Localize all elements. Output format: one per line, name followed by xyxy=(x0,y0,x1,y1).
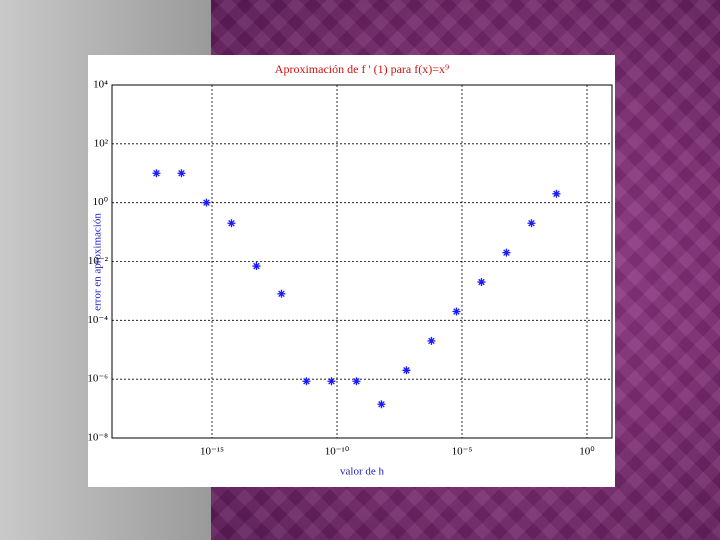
y-tick-label: 10⁻⁸ xyxy=(87,432,108,444)
data-point xyxy=(152,169,161,178)
data-point xyxy=(177,169,186,178)
data-point xyxy=(377,400,386,409)
data-point xyxy=(552,189,561,198)
data-point xyxy=(502,248,511,257)
y-tick-label: 10⁻² xyxy=(88,255,109,267)
y-tick-label: 10⁻⁴ xyxy=(87,314,108,326)
x-axis-label: valor de h xyxy=(340,466,384,478)
y-tick-label: 10² xyxy=(94,137,109,149)
chart-frame xyxy=(88,55,615,487)
data-point xyxy=(402,366,411,375)
data-point xyxy=(277,289,286,298)
x-tick-label: 10⁻¹⁵ xyxy=(200,446,224,458)
data-point xyxy=(427,336,436,345)
plot-area-border xyxy=(111,84,613,439)
data-point xyxy=(302,377,311,386)
x-tick-label: 10⁻¹⁰ xyxy=(325,446,350,458)
x-tick-label: 10⁰ xyxy=(579,446,595,458)
chart-title: Aproximación de f ' (1) para f(x)=x⁹ xyxy=(275,62,449,76)
data-point xyxy=(252,262,261,271)
data-point xyxy=(477,278,486,287)
data-point xyxy=(202,198,211,207)
data-point xyxy=(227,219,236,228)
y-tick-label: 10⁴ xyxy=(93,79,108,91)
y-axis-label: error en aproximación xyxy=(92,213,104,311)
data-point xyxy=(452,307,461,316)
data-point xyxy=(327,377,336,386)
data-point xyxy=(527,219,536,228)
y-tick-label: 10⁰ xyxy=(93,196,109,208)
data-point xyxy=(352,377,361,386)
x-tick-label: 10⁻⁵ xyxy=(452,446,473,458)
y-tick-label: 10⁻⁶ xyxy=(87,373,108,385)
